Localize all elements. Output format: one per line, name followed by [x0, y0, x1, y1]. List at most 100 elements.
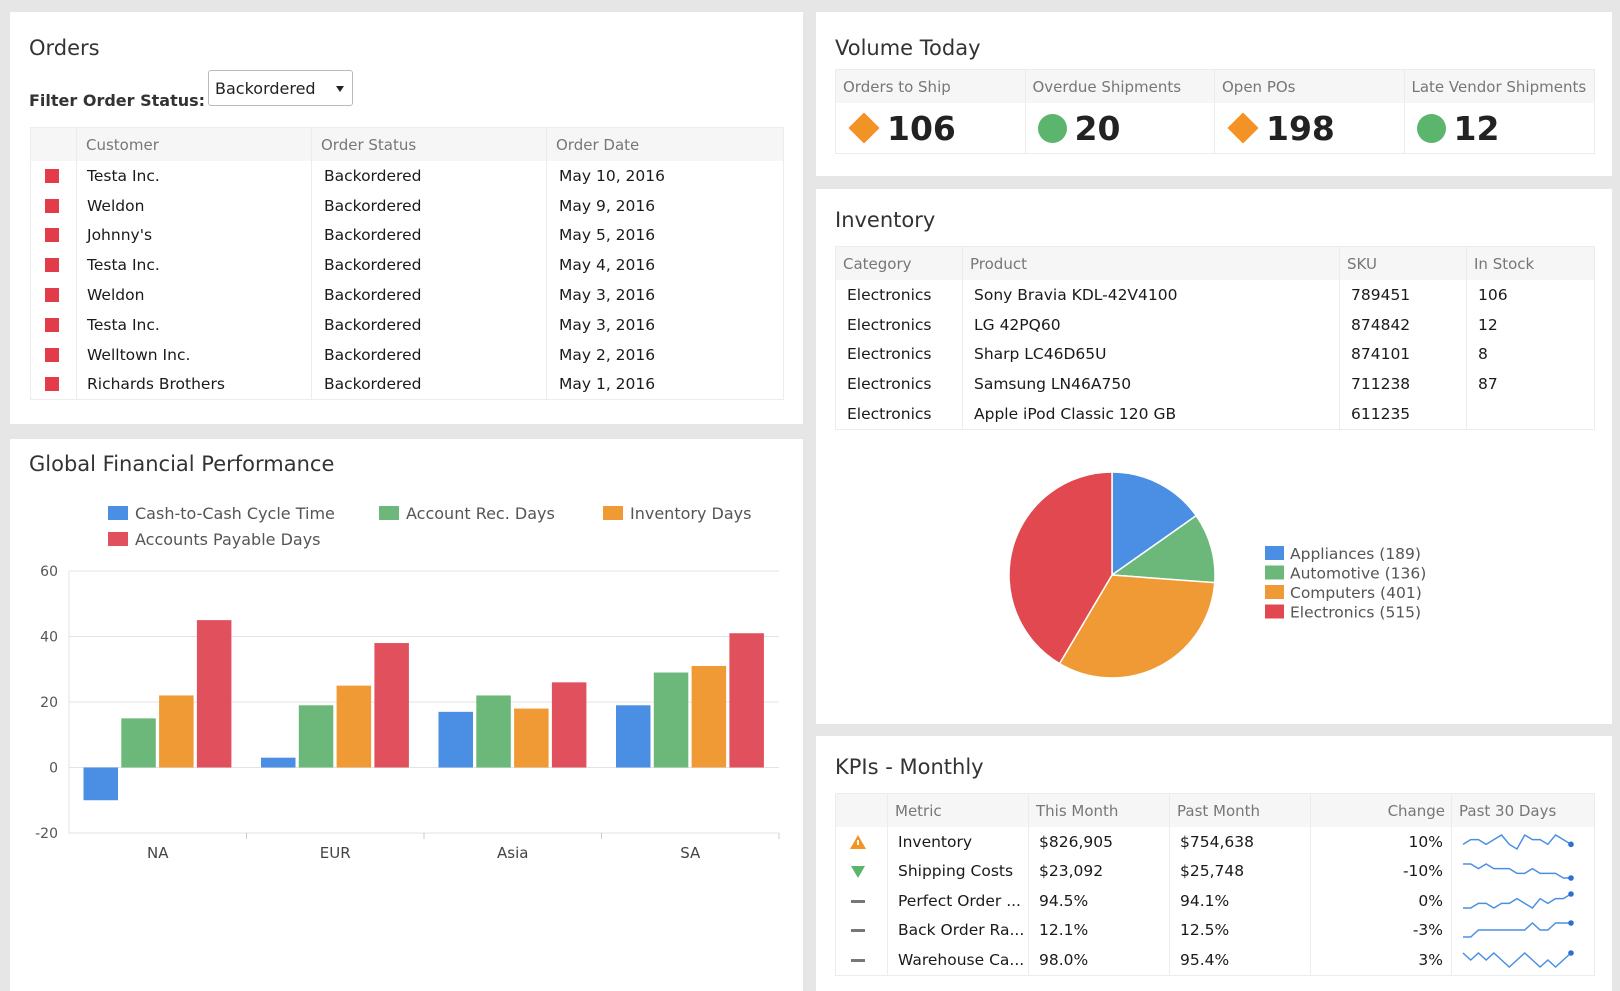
x-tick-label: SA — [680, 844, 701, 862]
flat-icon — [851, 899, 865, 903]
sparkline-cell — [1452, 916, 1593, 946]
header-row: Orders to Ship Overdue Shipments Open POs L… — [836, 70, 1594, 103]
kpi-cell: $826,905 — [1029, 827, 1170, 857]
status-icon — [848, 112, 880, 144]
bar — [261, 757, 296, 768]
bar — [616, 705, 651, 768]
legend-swatch — [1265, 604, 1284, 619]
header-row: Category Product SKU In Stock — [836, 247, 1594, 280]
sparkline-line — [1462, 951, 1572, 968]
order-cell: May 9, 2016 — [559, 196, 656, 215]
inventory-cell: Electronics — [836, 309, 963, 340]
sparkline-line — [1463, 893, 1572, 909]
order-cell: Backordered — [312, 220, 547, 251]
header-row: Customer Order Status Order Date — [31, 128, 783, 161]
sparkline — [1463, 920, 1574, 938]
inventory-row: Electronics LG 42PQ60 874842 12 — [836, 309, 1594, 340]
kpi-cell: Shipping Costs — [888, 856, 1029, 886]
legend-label: Inventory Days — [630, 504, 751, 523]
inventory-cell: 106 — [1478, 285, 1508, 304]
orders-panel: Orders Filter Order Status: Backordered … — [10, 12, 803, 424]
inventory-table: Category Product SKU In Stock Electronics Son… — [835, 246, 1595, 430]
legend-swatch — [1265, 546, 1284, 560]
financial-panel: Global Financial Performance Cash-to-Cas… — [10, 439, 803, 991]
marker-cell — [31, 339, 77, 370]
kpi-cell: Perfect Order ... — [888, 886, 1029, 916]
header-cell: Order Date — [556, 135, 640, 154]
header-cell: In Stock — [1474, 254, 1535, 273]
status-icon — [851, 866, 865, 879]
pie-chart: Appliances (189) Automotive (136)Computer… — [1008, 471, 1426, 679]
order-cell: May 2, 2016 — [559, 345, 656, 364]
kpi-row: Warehouse Ca... 98.0% 95.4% 3% — [836, 945, 1594, 975]
sparkline-line — [1463, 863, 1571, 879]
inventory-cell: 87 — [1478, 375, 1498, 394]
y-tick-label: 20 — [40, 695, 58, 711]
kpi-cell: 10% — [1311, 827, 1452, 857]
header-cell — [836, 794, 888, 827]
order-row: Testa Inc. Backordered May 3, 2016 — [31, 309, 783, 340]
pie-slice — [1008, 471, 1113, 665]
legend-label: Account Rec. Days — [406, 504, 555, 523]
header-cell: Change — [1311, 794, 1452, 827]
inventory-cell: 8 — [1478, 345, 1488, 364]
flat-icon — [851, 929, 865, 933]
panel-title: KPIs - Monthly — [835, 755, 984, 779]
header-cell: Orders to Ship — [836, 70, 1026, 103]
bar — [374, 643, 409, 768]
kpi-cell: 95.4% — [1170, 945, 1311, 975]
inventory-row: Electronics Samsung LN46A750 711238 87 — [836, 369, 1594, 400]
header-cell: Customer — [77, 128, 312, 161]
kpi-panel: KPIs - Monthly Metric This Month Past Mont… — [816, 736, 1612, 991]
value-cell: 12 — [1405, 103, 1595, 153]
header-cell: This Month — [1029, 794, 1170, 827]
inventory-cell: 789451 — [1340, 280, 1467, 310]
header-cell: Order Status — [312, 128, 547, 161]
order-row: Weldon Backordered May 3, 2016 — [31, 280, 783, 310]
kpi-cell: 94.1% — [1170, 886, 1311, 916]
kpi-value: 12 — [1453, 108, 1500, 148]
bar — [336, 685, 372, 768]
order-cell: Johnny's — [77, 220, 312, 251]
header-cell: Past Month — [1170, 794, 1311, 827]
bar — [653, 672, 689, 768]
down-icon — [851, 866, 865, 879]
bar — [691, 665, 727, 768]
bar — [438, 711, 473, 768]
icon-cell — [836, 915, 888, 945]
order-cell: Backordered — [312, 309, 547, 340]
kpi-cell: -10% — [1311, 856, 1452, 886]
sparkline-cell — [1452, 827, 1593, 857]
marker-cell — [31, 369, 77, 400]
chart-title: Global Financial Performance — [29, 452, 334, 476]
panel-title: Orders — [29, 36, 100, 60]
inventory-cell: Samsung LN46A750 — [963, 369, 1340, 400]
kpi-cell: 12.5% — [1170, 915, 1311, 945]
order-cell: May 3, 2016 — [559, 315, 656, 334]
header-cell: SKU — [1340, 247, 1467, 280]
status-marker — [45, 258, 59, 273]
kpi-cell: 12.1% — [1029, 915, 1170, 945]
pie-slice — [1109, 514, 1216, 584]
bar — [551, 682, 587, 768]
inventory-cell: 12 — [1478, 315, 1498, 334]
order-cell: May 3, 2016 — [559, 286, 656, 305]
icon-cell — [836, 827, 888, 857]
status-select[interactable]: Backordered — [208, 70, 353, 106]
kpi-cell: $23,092 — [1029, 856, 1170, 886]
marker-cell — [31, 190, 77, 221]
order-cell: Backordered — [312, 369, 547, 400]
kpi-value: 106 — [887, 108, 956, 148]
select-arrow — [336, 86, 344, 92]
icon-cell — [836, 945, 888, 975]
header-cell: Late Vendor Shipments — [1411, 77, 1587, 96]
kpi-row: Inventory $826,905 $754,638 10% — [836, 827, 1594, 857]
sparkline — [1463, 863, 1574, 882]
header-row: Metric This Month Past Month Change Past 30 … — [836, 794, 1594, 827]
kpi-value: 198 — [1266, 108, 1335, 148]
inventory-cell: 711238 — [1340, 369, 1467, 400]
status-marker — [45, 288, 59, 303]
orders-table: Customer Order Status Order Date Testa Inc.… — [30, 127, 784, 401]
bar — [476, 695, 511, 768]
filter-label: Filter Order Status: — [29, 91, 206, 110]
